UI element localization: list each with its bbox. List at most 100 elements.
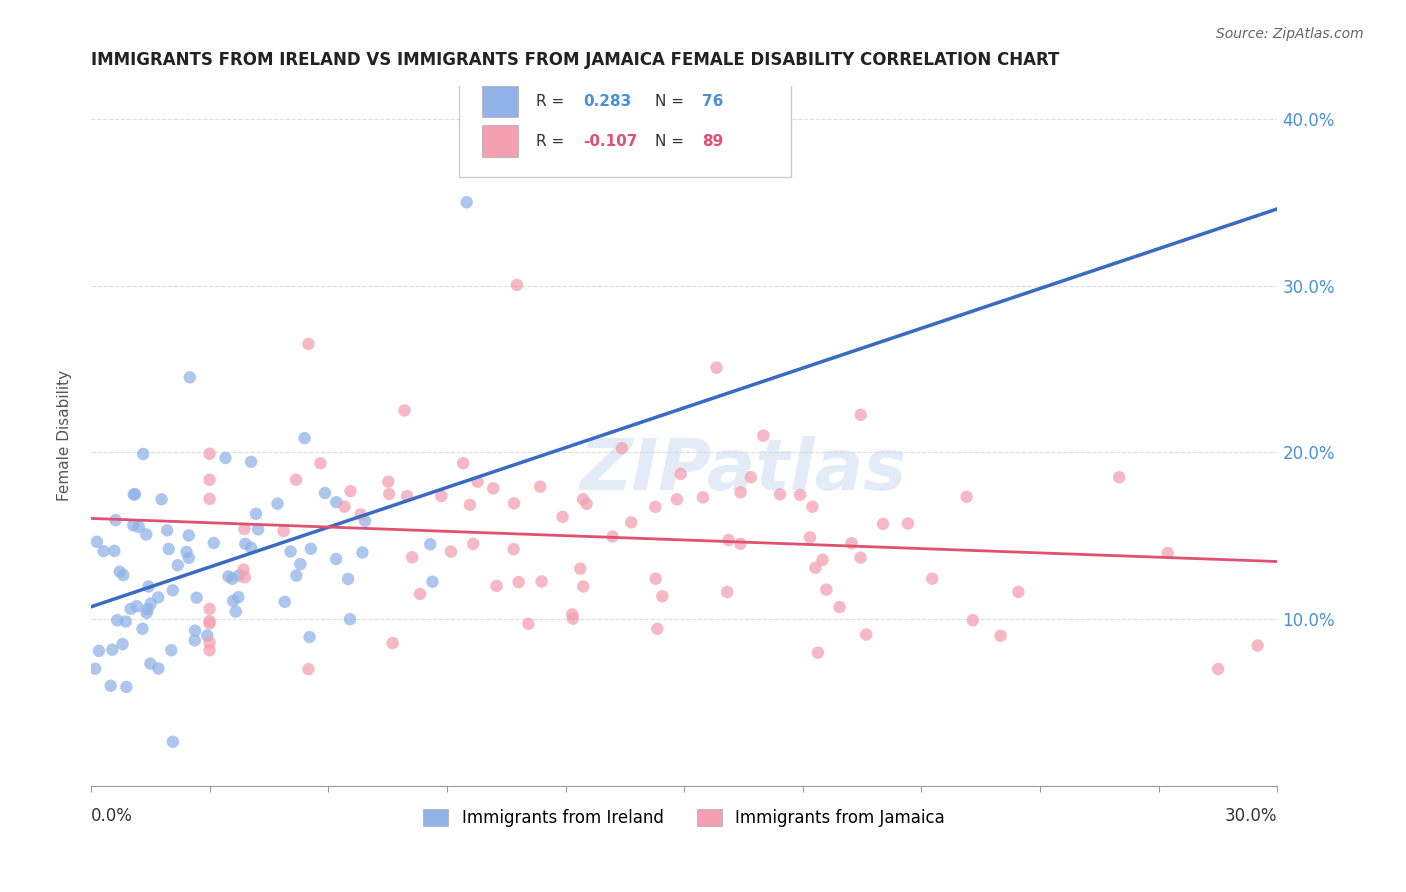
Legend: Immigrants from Ireland, Immigrants from Jamaica: Immigrants from Ireland, Immigrants from… [416,802,952,833]
Immigrants from Jamaica [198,614,221,628]
Immigrants from Jamaica [467,475,489,489]
Immigrants from Ireland [337,572,360,586]
Immigrants from Jamaica [799,531,821,545]
Immigrants from Jamaica [297,662,319,676]
Immigrants from Ireland [184,624,207,638]
Immigrants from Jamaica [198,636,221,650]
Immigrants from Jamaica [752,428,775,442]
Immigrants from Jamaica [1206,662,1229,676]
Immigrants from Jamaica [602,529,624,543]
Immigrants from Ireland [354,514,377,528]
Text: ZIPatlas: ZIPatlas [579,436,907,505]
Text: N =: N = [655,134,689,149]
Immigrants from Ireland [87,644,110,658]
Immigrants from Ireland [221,572,243,586]
Immigrants from Ireland [93,544,115,558]
Immigrants from Jamaica [872,516,894,531]
Immigrants from Ireland [456,195,478,210]
Y-axis label: Female Disability: Female Disability [58,370,72,501]
Immigrants from Ireland [150,492,173,507]
Immigrants from Ireland [138,580,160,594]
Immigrants from Ireland [299,541,322,556]
Immigrants from Ireland [162,735,184,749]
Immigrants from Ireland [128,520,150,534]
Immigrants from Jamaica [273,524,295,538]
Immigrants from Ireland [222,594,245,608]
Immigrants from Ireland [162,583,184,598]
Immigrants from Ireland [339,612,361,626]
Text: 30.0%: 30.0% [1225,806,1278,825]
Immigrants from Ireland [100,679,122,693]
Immigrants from Jamaica [789,488,811,502]
Immigrants from Jamaica [716,585,738,599]
Immigrants from Jamaica [815,582,838,597]
Immigrants from Jamaica [665,492,688,507]
Immigrants from Ireland [186,591,208,605]
Immigrants from Ireland [217,569,239,583]
Immigrants from Jamaica [828,600,851,615]
Immigrants from Jamaica [706,360,728,375]
Immigrants from Jamaica [647,622,669,636]
Immigrants from Jamaica [297,337,319,351]
Immigrants from Jamaica [503,496,526,510]
Text: R =: R = [536,95,569,109]
Immigrants from Ireland [314,486,336,500]
Text: 0.283: 0.283 [583,95,631,109]
Immigrants from Jamaica [644,500,666,514]
FancyBboxPatch shape [482,126,517,157]
Immigrants from Jamaica [692,491,714,505]
Immigrants from Jamaica [333,500,356,514]
Immigrants from Ireland [103,544,125,558]
Immigrants from Ireland [266,497,288,511]
Immigrants from Ireland [115,680,138,694]
Immigrants from Jamaica [396,489,419,503]
Immigrants from Ireland [325,495,347,509]
Immigrants from Jamaica [769,487,792,501]
Immigrants from Jamaica [401,550,423,565]
Immigrants from Jamaica [530,574,553,589]
Immigrants from Jamaica [561,607,583,622]
Immigrants from Ireland [115,615,138,629]
Immigrants from Ireland [105,613,128,627]
Immigrants from Jamaica [451,456,474,470]
Immigrants from Jamaica [309,456,332,470]
Immigrants from Jamaica [1156,546,1178,560]
Immigrants from Ireland [160,643,183,657]
Immigrants from Ireland [108,565,131,579]
Immigrants from Ireland [179,370,201,384]
Text: N =: N = [655,95,689,109]
Immigrants from Ireland [240,455,263,469]
Immigrants from Jamaica [740,470,762,484]
Immigrants from Jamaica [855,627,877,641]
Text: Source: ZipAtlas.com: Source: ZipAtlas.com [1216,27,1364,41]
Immigrants from Ireland [101,642,124,657]
Immigrants from Ireland [135,527,157,541]
Immigrants from Jamaica [1007,585,1029,599]
Immigrants from Ireland [139,597,162,611]
Immigrants from Ireland [148,591,170,605]
Immigrants from Ireland [228,568,250,582]
Immigrants from Ireland [235,537,257,551]
Immigrants from Ireland [285,568,308,582]
Immigrants from Jamaica [440,544,463,558]
Immigrants from Ireland [177,551,200,566]
Immigrants from Jamaica [849,550,872,565]
Immigrants from Ireland [419,537,441,551]
Immigrants from Ireland [184,633,207,648]
Immigrants from Jamaica [569,562,592,576]
Immigrants from Ireland [177,528,200,542]
Text: IMMIGRANTS FROM IRELAND VS IMMIGRANTS FROM JAMAICA FEMALE DISABILITY CORRELATION: IMMIGRANTS FROM IRELAND VS IMMIGRANTS FR… [91,51,1059,69]
Text: R =: R = [536,134,569,149]
Immigrants from Ireland [132,447,155,461]
Immigrants from Ireland [280,544,302,558]
Immigrants from Ireland [240,541,263,555]
Immigrants from Jamaica [506,277,529,292]
Immigrants from Ireland [247,522,270,536]
Immigrants from Jamaica [508,575,530,590]
Immigrants from Ireland [122,518,145,533]
Immigrants from Ireland [298,630,321,644]
Immigrants from Ireland [325,552,347,566]
Immigrants from Ireland [122,487,145,501]
Immigrants from Jamaica [233,522,256,536]
Immigrants from Ireland [195,628,218,642]
